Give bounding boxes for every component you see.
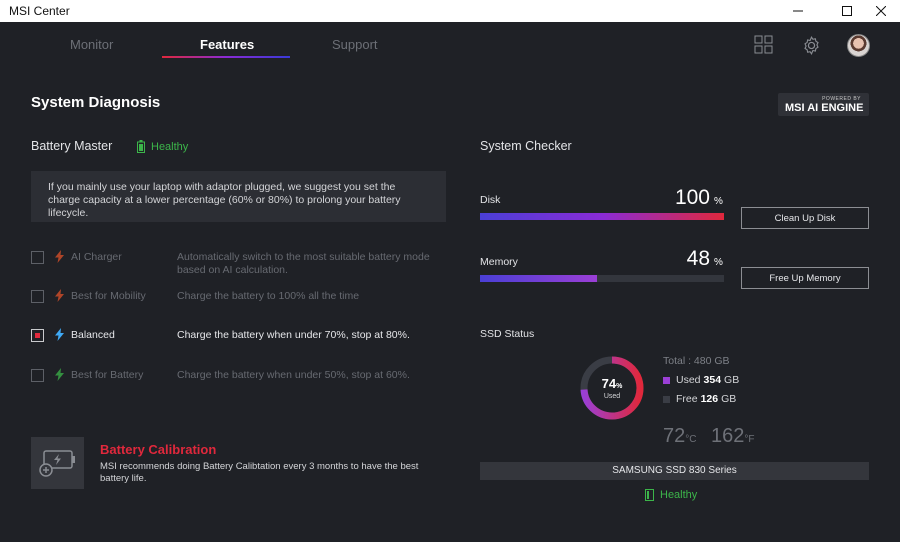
bolt-icon bbox=[55, 250, 64, 263]
option-balanced[interactable]: Balanced Charge the battery when under 7… bbox=[31, 328, 451, 359]
badge-engine-name: MSI AI ENGINE bbox=[785, 102, 864, 114]
gear-icon bbox=[804, 35, 819, 56]
ssd-health-status: Healthy bbox=[645, 489, 697, 501]
temp-c-unit: °C bbox=[685, 434, 697, 445]
badge-powered-by: POWERED BY bbox=[822, 96, 861, 102]
grid-icon bbox=[754, 35, 773, 54]
system-checker-heading: System Checker bbox=[480, 139, 572, 153]
free-swatch bbox=[663, 395, 670, 403]
tab-support[interactable]: Support bbox=[332, 37, 378, 52]
option-checkbox[interactable] bbox=[31, 369, 44, 382]
used-swatch bbox=[663, 376, 670, 384]
ssd-health-label: Healthy bbox=[660, 489, 698, 501]
temp-f-unit: °F bbox=[744, 434, 755, 445]
clean-up-disk-button[interactable]: Clean Up Disk bbox=[741, 207, 869, 229]
ssd-usage-donut bbox=[580, 356, 644, 420]
minimize-icon bbox=[793, 10, 803, 12]
disk-unit: % bbox=[714, 196, 723, 207]
bolt-icon bbox=[55, 289, 64, 302]
ssd-total: Total : 480 GB bbox=[663, 355, 730, 367]
bolt-icon bbox=[55, 328, 64, 341]
tab-features[interactable]: Features bbox=[200, 37, 255, 52]
ssd-icon bbox=[645, 489, 654, 501]
bolt-icon bbox=[55, 368, 64, 381]
option-label: Best for Battery bbox=[71, 369, 144, 381]
title-bar: MSI Center bbox=[0, 0, 900, 22]
free-unit: GB bbox=[721, 393, 737, 405]
option-ai-charger[interactable]: AI Charger Automatically switch to the m… bbox=[31, 250, 451, 281]
close-button[interactable] bbox=[866, 0, 896, 22]
close-icon bbox=[876, 6, 886, 16]
used-unit: GB bbox=[724, 374, 740, 386]
option-checkbox[interactable] bbox=[31, 290, 44, 303]
battery-icon bbox=[137, 140, 145, 153]
free-up-memory-button[interactable]: Free Up Memory bbox=[741, 267, 869, 289]
battery-health-label: Healthy bbox=[151, 140, 189, 153]
ssd-used-caption: Used bbox=[603, 393, 621, 400]
disk-value: 100 bbox=[674, 186, 710, 209]
ssd-temp-fahrenheit: 162°F bbox=[711, 425, 754, 448]
user-avatar[interactable] bbox=[847, 34, 870, 57]
ssd-model-name: SAMSUNG SSD 830 Series bbox=[480, 462, 869, 480]
option-label: Balanced bbox=[71, 329, 115, 341]
temp-c-value: 72 bbox=[663, 425, 686, 447]
battery-calibration-button[interactable] bbox=[31, 437, 84, 489]
battery-master-heading: Battery Master bbox=[31, 139, 113, 153]
tab-monitor[interactable]: Monitor bbox=[70, 37, 114, 52]
ssd-status-heading: SSD Status bbox=[480, 328, 535, 340]
option-checkbox[interactable] bbox=[31, 251, 44, 264]
window-title: MSI Center bbox=[9, 4, 70, 18]
memory-value: 48 bbox=[686, 247, 710, 270]
ssd-percent: 74% bbox=[578, 376, 646, 391]
minimize-button[interactable] bbox=[783, 0, 813, 22]
battery-calibration-icon bbox=[38, 450, 75, 477]
battery-calibration-title: Battery Calibration bbox=[100, 442, 217, 457]
grid-view-button[interactable] bbox=[754, 35, 773, 59]
battery-notice: If you mainly use your laptop with adapt… bbox=[31, 171, 446, 222]
maximize-button[interactable] bbox=[832, 0, 862, 22]
active-tab-indicator bbox=[162, 56, 290, 58]
free-value: 126 bbox=[700, 393, 719, 405]
page-title: System Diagnosis bbox=[31, 94, 161, 111]
settings-button[interactable] bbox=[801, 35, 822, 61]
disk-label: Disk bbox=[480, 194, 501, 206]
ssd-percent-value: 74 bbox=[601, 376, 617, 391]
option-label: AI Charger bbox=[71, 251, 122, 263]
ssd-temp-celsius: 72°C bbox=[663, 425, 696, 448]
ssd-percent-unit: % bbox=[616, 383, 623, 390]
option-best-for-mobility[interactable]: Best for Mobility Charge the battery to … bbox=[31, 289, 451, 320]
memory-unit: % bbox=[714, 257, 723, 268]
option-description: Charge the battery to 100% all the time bbox=[177, 290, 360, 302]
ssd-free-legend: Free 126 GB bbox=[663, 393, 736, 405]
temp-f-value: 162 bbox=[711, 425, 745, 447]
donut-used-arc bbox=[580, 356, 644, 420]
memory-usage-fill bbox=[480, 275, 598, 282]
free-label: Free bbox=[676, 393, 698, 405]
ssd-used-legend: Used 354 GB bbox=[663, 374, 739, 386]
battery-health-status: Healthy bbox=[137, 140, 188, 153]
battery-calibration-text: MSI recommends doing Battery Calibtation… bbox=[100, 461, 419, 484]
msi-ai-engine-badge: POWERED BY MSI AI ENGINE bbox=[778, 93, 869, 116]
memory-label: Memory bbox=[480, 256, 518, 268]
used-label: Used bbox=[676, 374, 701, 386]
option-description: Automatically switch to the most suitabl… bbox=[177, 251, 430, 276]
option-description: Charge the battery when under 70%, stop … bbox=[177, 329, 410, 341]
disk-usage-fill bbox=[480, 213, 724, 220]
memory-usage-bar bbox=[480, 275, 724, 282]
option-checkbox-checked[interactable] bbox=[31, 329, 44, 342]
maximize-icon bbox=[842, 6, 852, 16]
option-label: Best for Mobility bbox=[71, 290, 146, 302]
option-description: Charge the battery when under 50%, stop … bbox=[177, 369, 410, 381]
option-best-for-battery[interactable]: Best for Battery Charge the battery when… bbox=[31, 368, 451, 399]
disk-usage-bar bbox=[480, 213, 724, 220]
used-value: 354 bbox=[703, 374, 722, 386]
